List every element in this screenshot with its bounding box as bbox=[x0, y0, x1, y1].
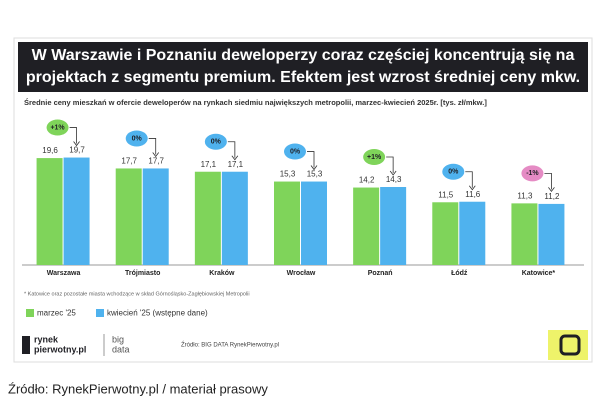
legend-label: marzec '25 bbox=[37, 309, 76, 318]
x-tick-label: Warszawa bbox=[47, 270, 81, 277]
x-tick-label: Katowice* bbox=[522, 270, 556, 277]
change-arrow bbox=[386, 156, 394, 173]
chart-title: projektach z segmentu premium. Efektem j… bbox=[26, 69, 580, 86]
x-tick-label: Poznań bbox=[368, 270, 393, 277]
change-label: -1% bbox=[526, 170, 539, 177]
bar bbox=[221, 171, 248, 265]
bar bbox=[142, 168, 169, 265]
bar bbox=[36, 158, 63, 265]
logo-text: data bbox=[112, 344, 130, 354]
caption: Źródło: RynekPierwotny.pl / materiał pra… bbox=[8, 381, 268, 396]
change-bubble bbox=[521, 165, 544, 182]
x-tick-label: Wrocław bbox=[287, 270, 316, 277]
footnote: * Katowice oraz pozostałe miasta wchodzą… bbox=[24, 291, 250, 297]
arrow-head bbox=[231, 155, 239, 161]
change-label: 0% bbox=[448, 169, 459, 176]
value-label: 15,3 bbox=[307, 170, 323, 179]
change-arrow bbox=[544, 172, 552, 190]
title-band bbox=[18, 42, 588, 92]
value-label: 14,2 bbox=[359, 176, 375, 185]
arrow-head bbox=[548, 187, 555, 193]
arrow-head bbox=[73, 141, 80, 147]
arrow-head bbox=[389, 170, 397, 176]
change-label: 0% bbox=[132, 135, 143, 142]
value-label: 11,3 bbox=[517, 191, 533, 200]
change-bubble bbox=[204, 133, 227, 150]
chart-subtitle: Średnie ceny mieszkań w ofercie dewelope… bbox=[24, 98, 487, 107]
bar bbox=[274, 181, 300, 265]
value-label: 14,3 bbox=[386, 175, 402, 184]
x-tick-label: Kraków bbox=[209, 270, 235, 277]
legend-label: kwiecień '25 (wstępne dane) bbox=[107, 309, 208, 318]
x-tick-label: Łódź bbox=[451, 270, 468, 277]
bar bbox=[459, 201, 486, 265]
chart-title: W Warszawie i Poznaniu deweloperzy coraz… bbox=[32, 47, 575, 64]
change-arrow bbox=[148, 138, 157, 155]
bar bbox=[63, 157, 90, 265]
value-label: 11,5 bbox=[438, 190, 454, 199]
change-bubble bbox=[363, 149, 386, 165]
arrow-head bbox=[310, 165, 318, 171]
logo-text: big bbox=[112, 334, 124, 344]
arrow-head bbox=[468, 185, 476, 191]
change-label: 0% bbox=[290, 148, 301, 155]
value-label: 17,1 bbox=[201, 160, 217, 169]
change-bubble bbox=[125, 130, 148, 147]
change-bubble bbox=[442, 163, 465, 180]
value-label: 17,7 bbox=[121, 157, 137, 166]
bar bbox=[115, 168, 142, 265]
legend-swatch bbox=[26, 309, 34, 317]
footer-source: Źródło: BIG DATA RynekPierwotny.pl bbox=[181, 342, 279, 349]
bar bbox=[301, 181, 327, 265]
change-arrow bbox=[69, 127, 77, 144]
change-bubble bbox=[46, 119, 69, 136]
value-label: 11,6 bbox=[465, 190, 481, 199]
value-label: 15,3 bbox=[280, 170, 296, 179]
change-label: +1% bbox=[367, 154, 382, 161]
change-bubble bbox=[284, 143, 306, 160]
arrow-head bbox=[152, 152, 160, 158]
legend-swatch bbox=[96, 309, 104, 317]
logo-mark bbox=[22, 336, 30, 354]
bar bbox=[432, 202, 459, 265]
value-label: 19,6 bbox=[42, 146, 58, 155]
bar bbox=[194, 171, 221, 265]
value-label: 11,2 bbox=[544, 192, 560, 201]
change-arrow bbox=[307, 151, 315, 168]
logo-text: pierwotny.pl bbox=[34, 344, 86, 354]
value-label: 17,7 bbox=[148, 157, 164, 166]
change-arrow bbox=[227, 141, 236, 158]
change-label: +1% bbox=[50, 124, 65, 131]
x-tick-label: Trójmiasto bbox=[125, 270, 160, 277]
logo-text: rynek bbox=[34, 334, 59, 344]
bar bbox=[511, 203, 538, 265]
value-label: 17,1 bbox=[228, 160, 244, 169]
bar bbox=[353, 187, 380, 265]
bar bbox=[538, 203, 565, 265]
logo-icon bbox=[559, 334, 581, 356]
change-label: 0% bbox=[211, 139, 222, 146]
bar bbox=[380, 187, 407, 265]
value-label: 19,7 bbox=[69, 146, 85, 155]
change-arrow bbox=[465, 171, 473, 188]
footer bbox=[18, 330, 548, 360]
